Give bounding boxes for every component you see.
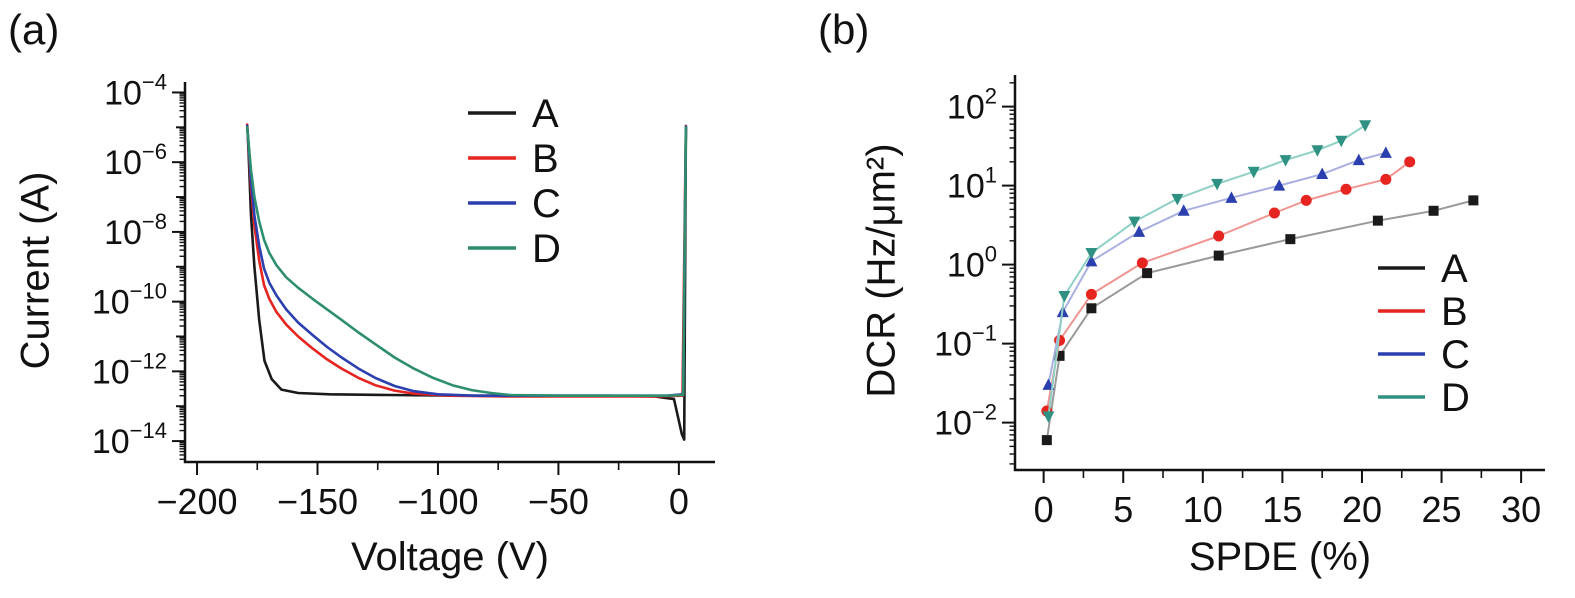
series-B-line [1045,160,1411,413]
y-axis-ticks: 10−14 10−12 10−10 10−8 10−6 10−4 [92,69,185,461]
y-tick-label: 101 [947,163,997,206]
axes [183,82,715,464]
x-tick-label: −150 [277,481,358,522]
y-tick-label: 10−2 [934,400,997,443]
legend-label-C: C [1441,333,1470,377]
x-tick-label: 30 [1501,489,1541,530]
series-B-line [245,123,688,398]
legend-label-C: C [532,182,561,226]
y-tick-label: 10−4 [104,69,167,112]
y-tick-label: 10−10 [92,279,167,322]
panel-a-plot: −200 −150 −100 −50 010−1410−1210−1010−810−61… [92,69,715,522]
x-tick-label: 15 [1262,489,1302,530]
panel-a-x-axis-title: Voltage (V) [351,535,549,579]
legend-label-D: D [1441,376,1470,420]
panel-b-label: (b) [818,6,870,53]
legend-label-A: A [1441,247,1468,291]
y-tick-label: 10−14 [92,418,167,461]
series-D-markers [1042,120,1372,423]
panel-a-label: (a) [8,6,60,53]
y-tick-label: 10−12 [92,348,167,391]
axes [1013,75,1545,472]
series-C-line [245,124,688,397]
x-axis-ticks: −200 −150 −100 −50 0 [156,462,689,522]
y-tick-label: 100 [947,242,997,285]
legend-label-B: B [1441,290,1468,334]
y-tick-label: 102 [947,84,997,127]
x-tick-label: −100 [397,481,478,522]
series-D-line [245,126,688,397]
x-tick-label: −200 [156,481,237,522]
x-tick-label: −50 [528,481,589,522]
series-A-line [246,126,688,441]
series-A-markers [1041,195,1479,446]
series-C-line [1047,151,1387,386]
panel-b-x-axis-title: SPDE (%) [1188,535,1372,579]
y-tick-label: 10−6 [104,139,167,182]
y-axis-ticks: 10−2 10−1 100 101 102 [934,82,1015,465]
legend-label-B: B [532,137,559,181]
x-tick-label: 20 [1342,489,1382,530]
x-axis-ticks: 0 5 10 15 20 25 30 [1034,470,1541,530]
x-tick-label: 0 [1034,489,1054,530]
x-tick-label: 25 [1422,489,1462,530]
series-D-line [1047,124,1367,418]
x-tick-label: 0 [669,481,689,522]
y-tick-label: 10−8 [104,209,167,252]
series-A-line [1045,199,1475,442]
series-B-markers [1041,156,1416,417]
x-tick-label: 5 [1113,489,1133,530]
legend-label-A: A [532,92,559,136]
legend-label-D: D [532,227,561,271]
x-tick-label: 10 [1183,489,1223,530]
y-tick-label: 10−1 [934,321,997,364]
